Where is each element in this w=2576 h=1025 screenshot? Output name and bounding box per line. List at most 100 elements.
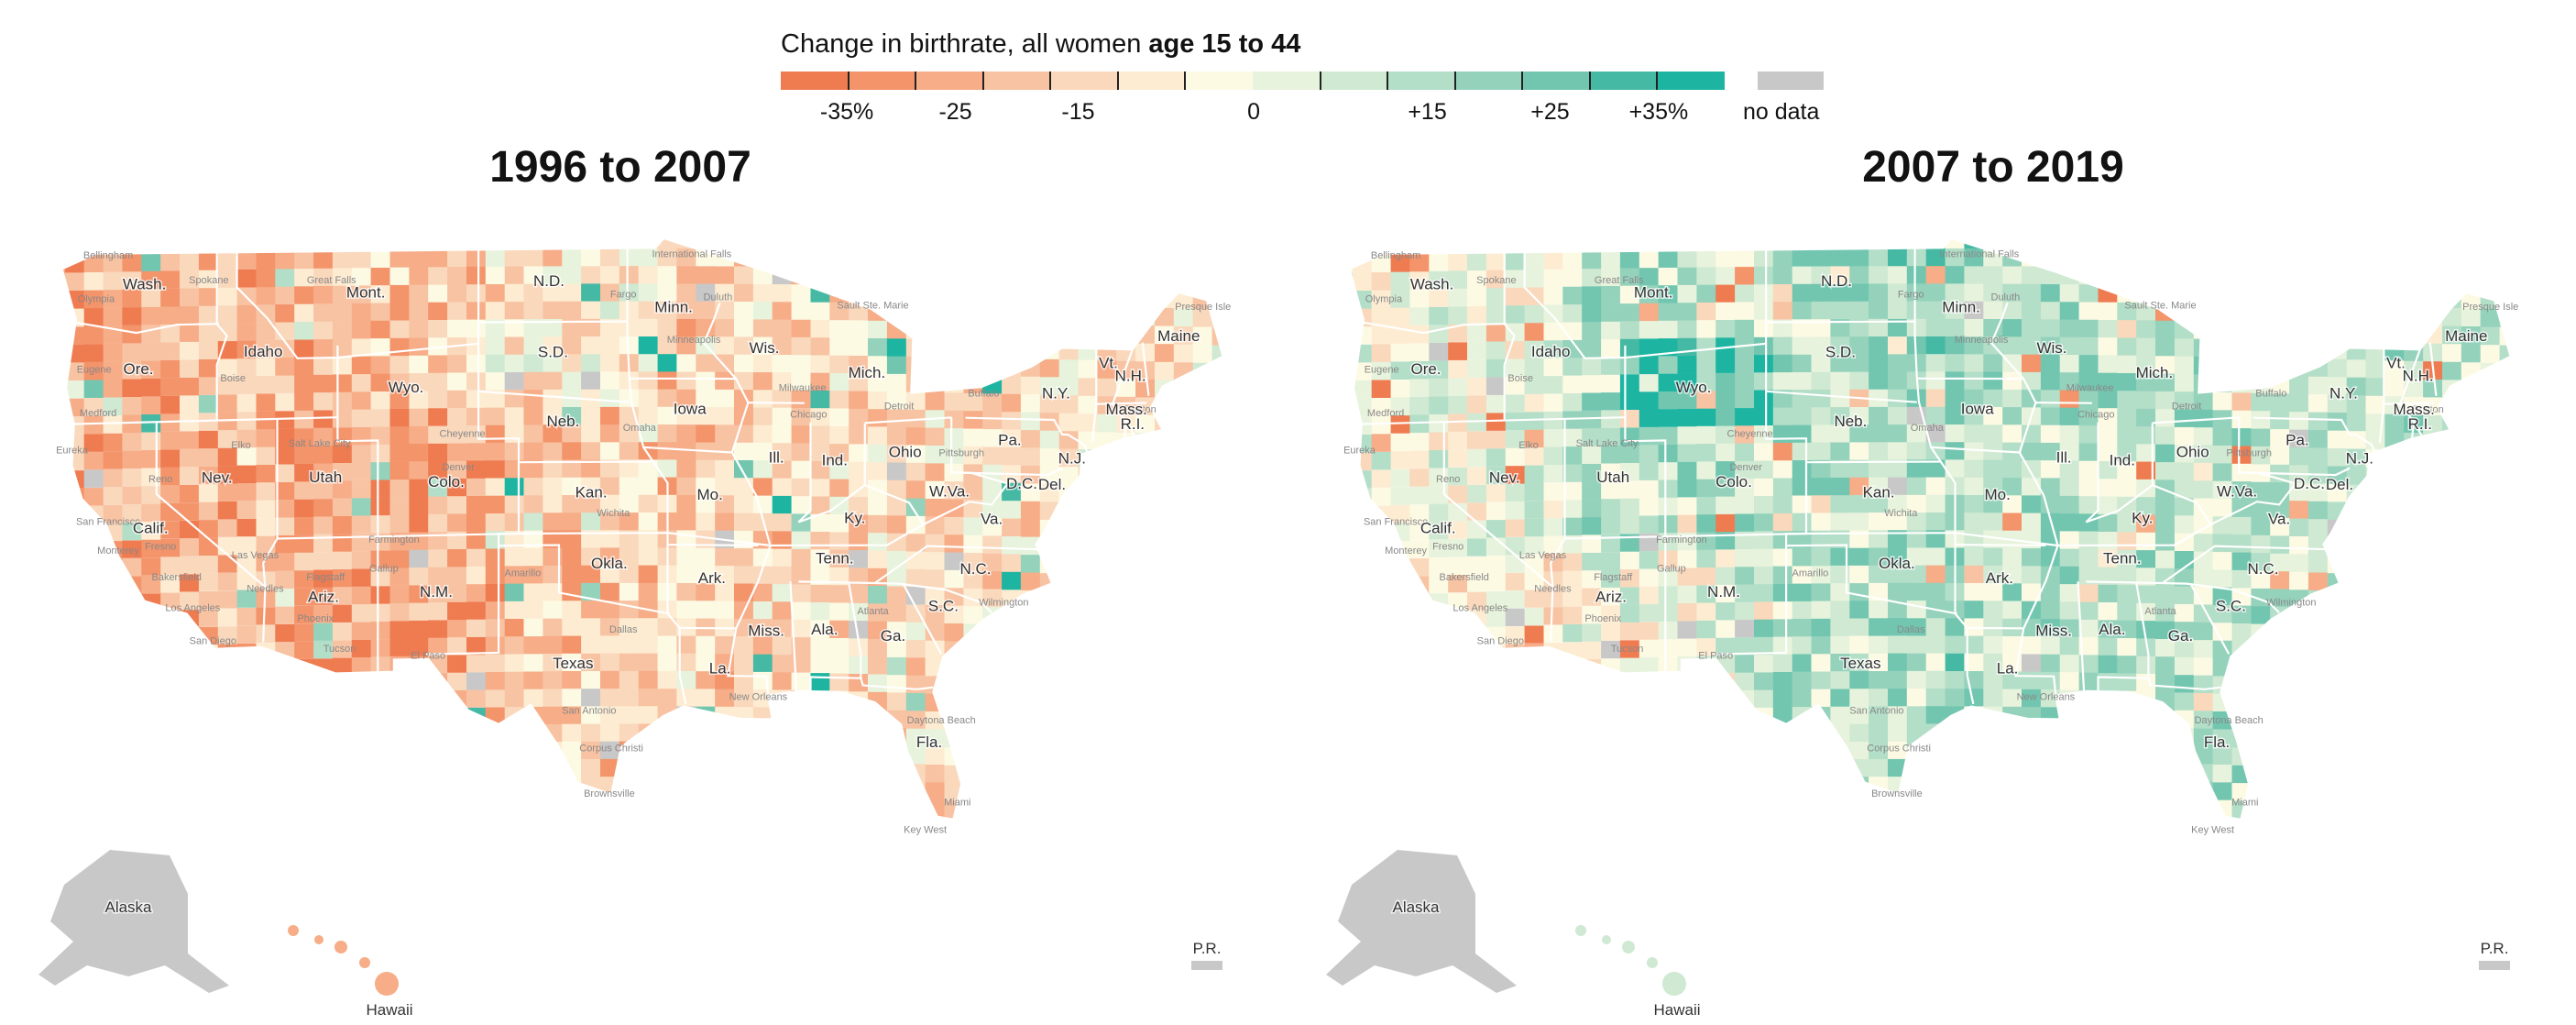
county-cell — [1371, 703, 1392, 722]
county-cell — [2442, 701, 2462, 722]
county-cell — [198, 484, 219, 502]
county-cell — [1349, 579, 1354, 597]
county-cell — [61, 614, 66, 634]
county-cell — [1485, 573, 1507, 591]
county-cell — [2423, 611, 2443, 631]
county-cell — [1696, 355, 1716, 374]
city-label: Duluth — [704, 292, 733, 303]
county-cell — [2136, 266, 2156, 285]
county-cell — [1349, 291, 1354, 310]
county-cell — [1097, 842, 1117, 861]
county-cell — [504, 354, 525, 372]
county-cell — [1945, 248, 1966, 267]
county-cell — [657, 617, 678, 636]
county-cell — [1192, 254, 1213, 273]
county-cell — [600, 705, 620, 724]
county-cell — [963, 836, 983, 855]
county-cell — [2499, 542, 2511, 562]
state-border — [2147, 678, 2221, 690]
county-cell — [523, 494, 543, 513]
county-cell — [944, 657, 964, 677]
county-cell — [1116, 610, 1136, 630]
county-cell — [1448, 664, 1468, 682]
county-cell — [2289, 677, 2309, 697]
county-cell — [2231, 409, 2252, 429]
county-cell — [1390, 612, 1411, 631]
county-cell — [1039, 251, 1060, 270]
county-cell — [1467, 502, 1487, 521]
county-cell — [122, 720, 142, 738]
county-cell — [409, 620, 429, 639]
county-cell — [715, 565, 735, 584]
county-cell — [1467, 824, 1487, 842]
county-cell — [2117, 390, 2137, 409]
county-cell — [2307, 696, 2329, 715]
county-cell — [332, 817, 353, 820]
county-cell — [1619, 657, 1640, 676]
county-cell — [752, 759, 773, 778]
county-cell — [2193, 638, 2214, 658]
county-cell — [2327, 571, 2348, 591]
county-cell — [313, 765, 334, 783]
state-label: Ariz. — [1595, 589, 1627, 606]
county-cell — [982, 783, 1003, 803]
county-cell — [1485, 662, 1507, 681]
county-cell — [1020, 286, 1041, 306]
county-cell — [1601, 587, 1621, 606]
county-cell — [485, 689, 506, 708]
county-cell — [2117, 443, 2137, 462]
county-cell — [1039, 446, 1060, 467]
county-cell — [1505, 412, 1526, 431]
county-cell — [1754, 760, 1774, 778]
county-cell — [944, 285, 964, 304]
county-cell — [1371, 488, 1392, 506]
county-cell — [141, 700, 161, 719]
county-cell — [1925, 512, 1946, 531]
county-cell — [2461, 594, 2482, 614]
county-cell — [1231, 237, 1251, 256]
county-cell — [887, 833, 907, 853]
county-cell — [1983, 529, 2003, 548]
county-cell — [2155, 425, 2176, 445]
county-cell — [2423, 485, 2443, 505]
county-cell — [1390, 594, 1411, 613]
county-cell — [1409, 701, 1430, 720]
county-cell — [61, 272, 66, 292]
city-label: El Paso — [411, 651, 445, 662]
county-cell — [1754, 390, 1774, 408]
county-cell — [1212, 830, 1233, 849]
county-cell — [2232, 215, 2253, 233]
county-cell — [2155, 248, 2176, 268]
county-cell — [2404, 753, 2424, 773]
county-cell — [1945, 265, 1966, 284]
county-cell — [1754, 724, 1774, 744]
county-cell — [2480, 415, 2501, 435]
county-cell — [64, 812, 85, 820]
county-cell — [1582, 623, 1602, 642]
county-cell — [1754, 583, 1774, 602]
county-cell — [2251, 427, 2271, 446]
county-cell — [1078, 680, 1098, 700]
county-cell — [886, 425, 907, 446]
county-cell — [198, 270, 219, 289]
county-cell — [2098, 636, 2118, 656]
state-label: Miss. — [748, 623, 784, 640]
county-cell — [1925, 318, 1946, 336]
county-cell — [1524, 767, 1545, 786]
county-cell — [332, 623, 353, 641]
county-cell — [84, 830, 104, 847]
county-cell — [810, 478, 830, 497]
county-cell — [1906, 758, 1927, 777]
county-cell — [1097, 359, 1117, 379]
county-cell — [1371, 398, 1392, 416]
county-cell — [2059, 654, 2080, 673]
county-cell — [2098, 566, 2118, 585]
county-cell — [1058, 340, 1080, 360]
county-cell — [810, 371, 830, 391]
county-cell — [1390, 792, 1411, 810]
county-cell — [1192, 524, 1213, 543]
county-cell — [1735, 548, 1755, 568]
county-cell — [1448, 539, 1468, 557]
county-cell — [1772, 248, 1793, 267]
county-cell — [2212, 391, 2233, 411]
